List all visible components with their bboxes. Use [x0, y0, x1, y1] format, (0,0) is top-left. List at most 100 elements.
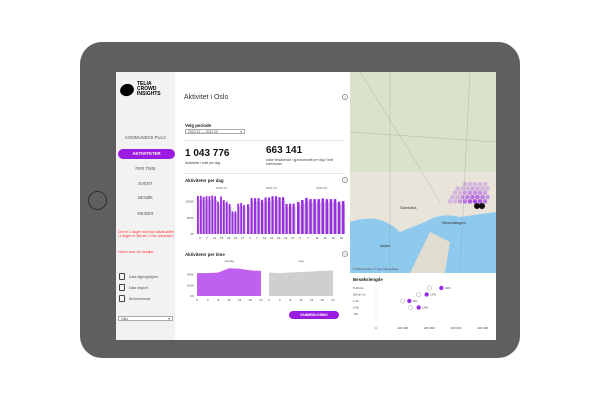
- previous-bubble: [400, 298, 406, 304]
- x-tick-label: 4: [207, 298, 209, 302]
- y-tick-label: 400K: [187, 273, 194, 277]
- x-tick-label: 19: [277, 236, 281, 240]
- help-icon[interactable]: ?: [342, 251, 348, 257]
- daily-bar: [341, 201, 345, 234]
- daily-bar: [289, 203, 292, 234]
- x-tick-label: 15: [270, 236, 274, 240]
- hourly-chart-title: Aktiviteter per time: [185, 252, 225, 257]
- x-tick-label: 7: [307, 236, 309, 240]
- hex-cell: [460, 186, 465, 191]
- nav-event[interactable]: EVENT: [138, 181, 153, 186]
- sidebar: TELIA CROWD INSIGHTS KOMMUNENS PULS AKTI…: [116, 72, 175, 340]
- prev-year-bar: [262, 203, 265, 234]
- daily-bar: [309, 199, 312, 234]
- prev-year-bar: [206, 199, 209, 234]
- tool-label: Brukermanual: [129, 296, 151, 301]
- y-tick-label: 0K: [190, 232, 194, 236]
- bubble-label: 13%: [430, 293, 436, 297]
- bubble-label: 10%: [422, 306, 428, 310]
- hex-cell: [467, 181, 473, 187]
- divider: [184, 173, 344, 174]
- hex-cell: [447, 199, 453, 204]
- daily-bar: [321, 198, 325, 234]
- x-tick-label: 23: [340, 236, 344, 240]
- hex-cell: [457, 190, 463, 196]
- nav-reiser[interactable]: REISER: [137, 211, 154, 216]
- period-value: 2020-12 — 2021-02: [188, 129, 219, 134]
- x-tick-label: 15: [324, 236, 328, 240]
- hourly-area: [197, 268, 261, 296]
- download-icon: [119, 284, 125, 291]
- prev-year-bar: [235, 213, 238, 234]
- daily-bar: [317, 199, 320, 234]
- tool-data-availability[interactable]: Data tilgjengelighet: [119, 273, 158, 280]
- x-tick-label: 3: [249, 236, 251, 240]
- tool-user-manual[interactable]: Brukermanual: [119, 295, 150, 302]
- current-bubble: [439, 285, 444, 291]
- panel-label: 2021-02: [316, 186, 327, 190]
- x-tick-label: 23: [284, 236, 288, 240]
- hourly-activity-chart: 0K 200K 400K ukedag 0 4 8 12 16 20 24 helg 0 4 8 12 16 20…: [187, 259, 335, 302]
- nav-besok[interactable]: BESØK: [138, 195, 153, 200]
- hex-cell: [467, 199, 473, 204]
- nav-kommunens-puls[interactable]: KOMMUNENS PULS: [125, 135, 166, 140]
- hourly-area: [269, 270, 333, 296]
- x-tick-label: 300 000: [451, 326, 462, 330]
- prev-year-bar: [315, 202, 318, 234]
- x-tick-label: 20: [321, 298, 325, 302]
- prev-year-bar: [298, 205, 301, 234]
- city-select[interactable]: Oslo ▾: [118, 316, 173, 321]
- roads: [349, 72, 496, 273]
- x-tick-label: 0: [196, 298, 198, 302]
- tool-data-export[interactable]: Data eksport: [119, 284, 148, 291]
- prev-year-bar: [255, 201, 258, 234]
- prev-year-bar: [323, 202, 326, 234]
- x-tick-label: 0: [375, 326, 377, 330]
- daily-bar: [237, 203, 240, 234]
- daily-bar: [247, 204, 250, 234]
- activity-hexes: [447, 181, 490, 209]
- map[interactable]: Sandvika Asker Nesodtangen © 2020 Mapbox…: [349, 72, 496, 273]
- prev-year-bar: [276, 199, 279, 234]
- telia-logo-icon: [118, 81, 136, 98]
- hex-cell: [472, 181, 478, 187]
- prev-year-bar: [283, 200, 286, 234]
- hex-cell: [482, 190, 488, 196]
- hex-cell: [465, 186, 470, 191]
- prev-year-bar: [331, 202, 334, 234]
- period-select[interactable]: 2020-12 — 2021-02 ▾: [185, 129, 245, 134]
- prev-year-bar: [319, 202, 322, 234]
- prev-year-bar: [311, 202, 314, 234]
- fjord-water: [350, 212, 496, 273]
- current-bubble: [424, 292, 429, 297]
- visit-length-chart: 5-20min 19% 20min-1h 13% 1-2h 8% 2-5h 10% >5h 0 10…: [353, 285, 488, 330]
- category-label: >5h: [353, 312, 358, 316]
- peninsula: [410, 232, 450, 273]
- home-button[interactable]: [88, 191, 107, 210]
- tool-label: Data tilgjengelighet: [129, 274, 158, 279]
- daily-bar: [234, 211, 237, 234]
- x-tick-label: 11: [315, 236, 318, 240]
- panel-label: helg: [298, 259, 304, 263]
- x-tick-label: 7: [256, 236, 258, 240]
- hex-cell: [460, 194, 465, 200]
- daily-bar: [282, 197, 285, 234]
- bubble-label: 8%: [413, 299, 418, 303]
- nav-per-time[interactable]: PER TIME: [135, 166, 156, 171]
- kpi-activities-label: Aktiviteter i snitt per dag: [185, 161, 221, 165]
- prev-year-bar: [248, 207, 251, 234]
- daily-bar: [225, 201, 228, 234]
- nav-aktiviteter[interactable]: AKTIVITETER: [118, 149, 175, 159]
- daily-bar: [271, 196, 274, 234]
- panel-label: ukedag: [224, 259, 234, 263]
- compare-button[interactable]: SAMMENLIGNING: [289, 311, 339, 319]
- hex-cell: [482, 181, 488, 187]
- daily-bar: [301, 200, 304, 234]
- forest-area: [350, 72, 496, 172]
- daily-bar: [292, 203, 295, 234]
- help-icon[interactable]: ?: [342, 94, 348, 100]
- help-icon[interactable]: ?: [342, 177, 348, 183]
- x-tick-label: 19: [332, 236, 336, 240]
- hex-cell: [480, 186, 485, 191]
